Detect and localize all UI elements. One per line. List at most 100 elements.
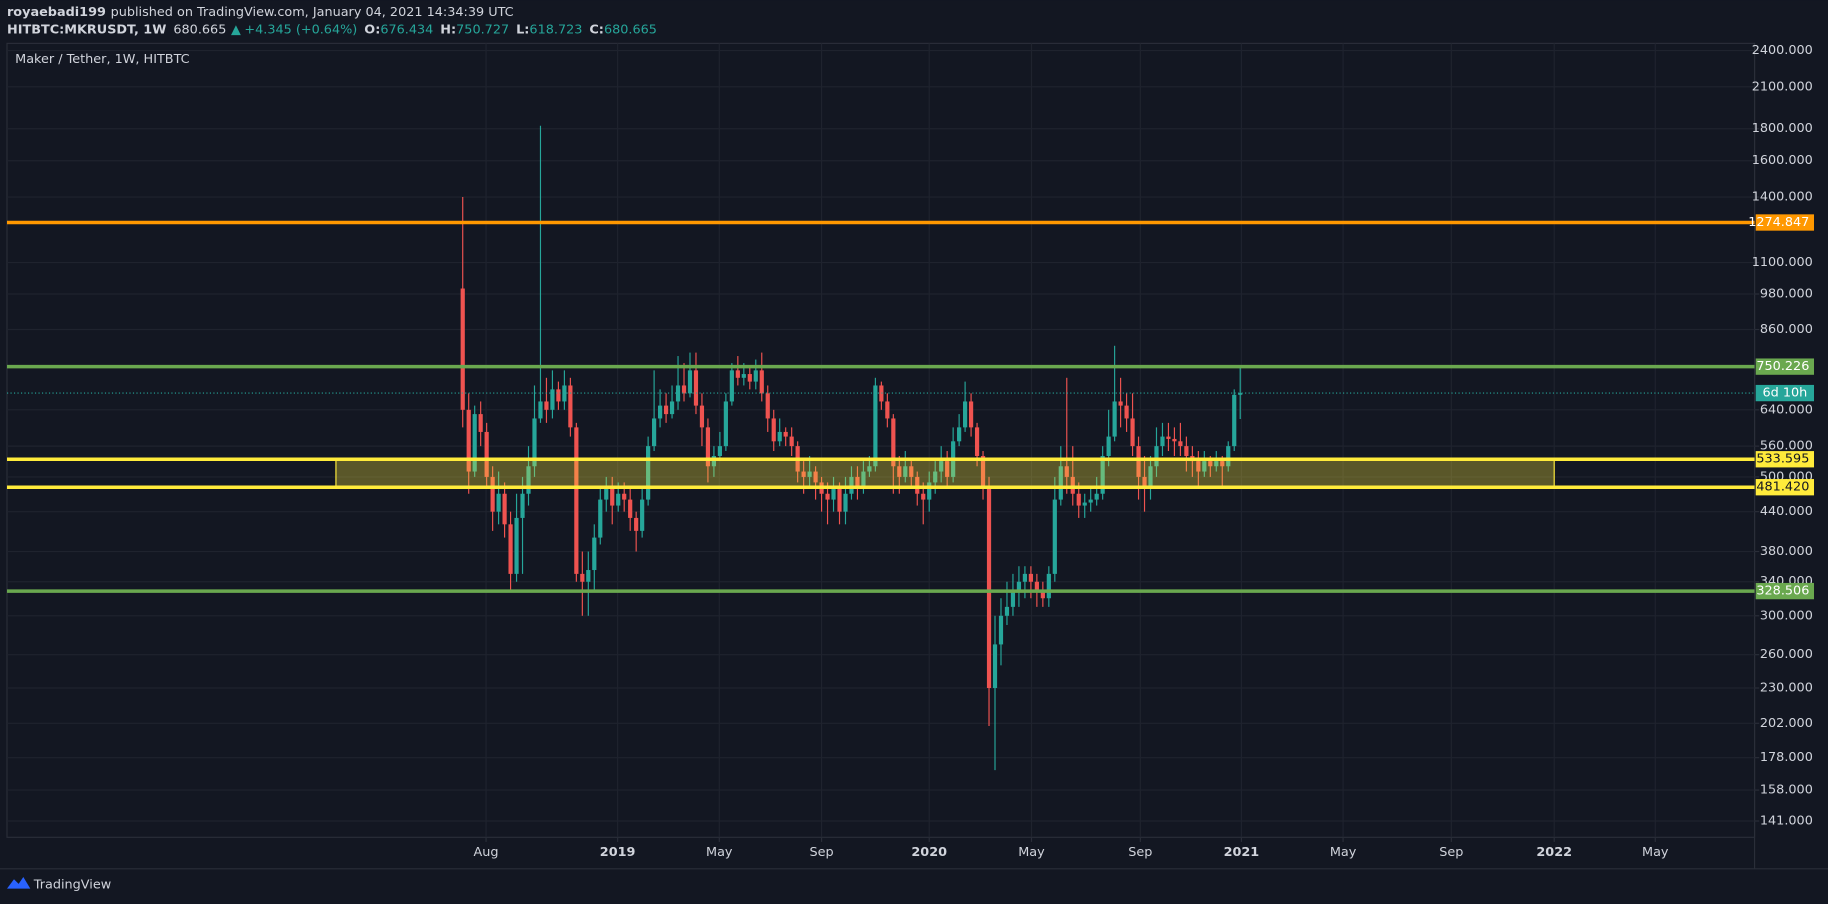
x-tick-label: 2019 bbox=[600, 845, 636, 860]
candle-body bbox=[939, 461, 944, 472]
candle-body bbox=[592, 537, 597, 571]
candle-body bbox=[1034, 581, 1039, 590]
level-label: 533.595 bbox=[1756, 452, 1809, 467]
candle-body bbox=[634, 517, 639, 531]
last-price: 680.665 bbox=[173, 22, 226, 37]
candle-body bbox=[801, 471, 806, 477]
candle-body bbox=[646, 446, 651, 500]
y-tick-label: 230.000 bbox=[1760, 681, 1813, 696]
candle-body bbox=[586, 570, 591, 582]
candle-body bbox=[687, 370, 693, 394]
candle-body bbox=[873, 385, 878, 467]
h-value: 750.727 bbox=[456, 22, 509, 37]
candle-body bbox=[825, 493, 830, 500]
level-tag bbox=[1755, 451, 1815, 468]
c-label: C: bbox=[589, 22, 604, 37]
header-line-2: HITBTC:MKRUSDT, 1W 680.665 ▲ +4.345 (+0.64%… bbox=[7, 22, 657, 37]
candle-body bbox=[652, 418, 657, 447]
candle-body bbox=[980, 456, 986, 489]
grid bbox=[6, 43, 1755, 838]
candle-body bbox=[1028, 573, 1033, 582]
candle-body bbox=[735, 370, 740, 378]
y-tick-label: 141.000 bbox=[1760, 814, 1813, 829]
candle-body bbox=[741, 374, 746, 378]
candle-body bbox=[1208, 461, 1213, 467]
candle-body bbox=[1040, 589, 1045, 599]
y-tick-label: 380.000 bbox=[1760, 544, 1813, 559]
x-tick-label: Aug bbox=[474, 845, 499, 860]
candle-body bbox=[484, 431, 489, 477]
candle-body bbox=[1088, 499, 1093, 503]
candle-body bbox=[1166, 436, 1171, 439]
candle-body bbox=[574, 427, 579, 574]
brand: TradingView bbox=[33, 878, 111, 893]
candle-body bbox=[1238, 393, 1243, 395]
candle-body bbox=[1214, 461, 1219, 467]
c-value: 680.665 bbox=[604, 22, 657, 37]
candle-body bbox=[849, 476, 854, 494]
candle-body bbox=[580, 573, 585, 582]
candle-body bbox=[933, 471, 938, 483]
level-label: 328.506 bbox=[1756, 584, 1809, 599]
candle-body bbox=[657, 405, 663, 419]
candle-body bbox=[1196, 461, 1201, 472]
candle-body bbox=[622, 493, 627, 500]
candle-body bbox=[968, 401, 974, 428]
change: +4.345 (+0.64%) bbox=[244, 22, 357, 37]
overlay bbox=[6, 220, 1755, 593]
candle-body bbox=[1070, 476, 1075, 494]
y-tick-label: 2400.000 bbox=[1752, 43, 1813, 58]
candle-body bbox=[1178, 441, 1183, 447]
up-arrow: ▲ bbox=[231, 22, 241, 37]
candle-body bbox=[1118, 401, 1123, 406]
y-tick-label: 1400.000 bbox=[1752, 190, 1813, 205]
x-tick-label: 2021 bbox=[1224, 845, 1260, 860]
candle-body bbox=[909, 466, 914, 477]
x-tick-label: 2022 bbox=[1536, 845, 1572, 860]
candle-body bbox=[628, 499, 633, 518]
candle-body bbox=[1124, 405, 1129, 419]
candle-body bbox=[1052, 499, 1057, 574]
published: published on TradingView.com, January 04… bbox=[111, 4, 514, 19]
candle-body bbox=[460, 288, 465, 410]
y-tick-label: 2100.000 bbox=[1752, 79, 1813, 94]
x-tick-label: Sep bbox=[809, 845, 833, 860]
candle-body bbox=[1160, 436, 1165, 447]
candle-body bbox=[945, 461, 950, 477]
candle-body bbox=[1022, 573, 1028, 582]
candle-body bbox=[1082, 502, 1087, 506]
candle-body bbox=[1148, 466, 1153, 489]
x-tick-label: May bbox=[1018, 845, 1045, 860]
candle-body bbox=[568, 385, 573, 428]
y-tick-label: 980.000 bbox=[1760, 287, 1813, 302]
candle-body bbox=[640, 499, 645, 531]
candle-body bbox=[1154, 446, 1159, 467]
level-tag bbox=[1755, 479, 1815, 496]
candle-body bbox=[729, 370, 734, 402]
candle-body bbox=[1142, 476, 1147, 489]
author: royaebadi199 bbox=[7, 4, 106, 19]
y-tick-label: 158.000 bbox=[1760, 783, 1813, 798]
candle-body bbox=[867, 466, 872, 472]
candle-body bbox=[496, 493, 501, 512]
y-tick-label: 1100.000 bbox=[1752, 255, 1813, 270]
candle-body bbox=[1100, 456, 1105, 494]
candle-body bbox=[532, 418, 537, 467]
candle-body bbox=[1004, 606, 1010, 616]
y-tick-label: 560.000 bbox=[1760, 439, 1813, 454]
candle-body bbox=[711, 456, 717, 467]
candle-body bbox=[992, 644, 998, 689]
o-value: 676.434 bbox=[380, 22, 433, 37]
candle-body bbox=[508, 524, 513, 574]
candle-body bbox=[699, 405, 705, 428]
candle-body bbox=[663, 405, 669, 415]
x-tick-label: Sep bbox=[1439, 845, 1463, 860]
level-label: 481.420 bbox=[1756, 480, 1809, 495]
candle-body bbox=[598, 499, 603, 538]
candle-body bbox=[514, 517, 519, 574]
y-tick-label: 860.000 bbox=[1760, 322, 1813, 337]
zone bbox=[335, 458, 1555, 488]
candle-body bbox=[1094, 493, 1099, 500]
candle-body bbox=[1046, 573, 1051, 599]
candle-body bbox=[1016, 581, 1022, 590]
